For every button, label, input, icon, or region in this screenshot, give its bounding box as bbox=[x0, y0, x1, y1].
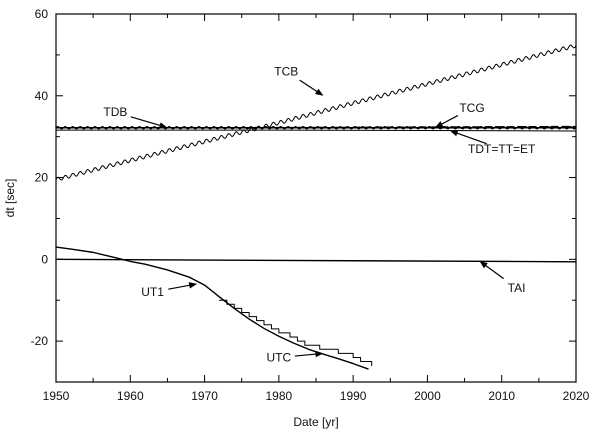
series-utc-line bbox=[55, 129, 577, 132]
ticks-layer: 1950 1960 1970 1980 1990 2000 2010 2020 -20 0 20 40… bbox=[31, 7, 590, 403]
x-axis-label: Date [yr] bbox=[293, 415, 338, 429]
y-tick-label: 40 bbox=[35, 89, 49, 103]
annotation-tdt-tt-et-label: TDT=TT=ET bbox=[468, 142, 536, 156]
annotation-tdt-tt-et-arrow bbox=[455, 131, 487, 145]
annotation-tcg-arrowhead bbox=[434, 121, 444, 128]
x-tick-label: 2000 bbox=[414, 389, 441, 403]
series-tai-line bbox=[55, 258, 577, 263]
annotation-ut1-arrowhead bbox=[188, 282, 198, 289]
x-tick-label: 1980 bbox=[266, 389, 293, 403]
plot-frame bbox=[55, 13, 577, 383]
annotation-tdb-arrowhead bbox=[158, 122, 168, 129]
annotation-utc-arrow bbox=[294, 353, 318, 357]
annotation-tcg-label: TCG bbox=[459, 101, 484, 115]
annotation-ut1-label: UT1 bbox=[141, 285, 164, 299]
annotation-tai-arrow bbox=[483, 264, 504, 280]
y-tick-label: 0 bbox=[41, 252, 48, 266]
annotation-utc-label: UTC bbox=[267, 351, 292, 365]
annotation-tcb-label: TCB bbox=[274, 64, 298, 78]
annotation-tcb-arrow bbox=[299, 79, 319, 93]
y-tick-label: 60 bbox=[35, 7, 49, 21]
annotation-tcb-arrowhead bbox=[314, 88, 324, 96]
series-utc-steps-line bbox=[218, 299, 373, 367]
annotation-ut1-arrow bbox=[168, 284, 192, 290]
x-tick-label: 1990 bbox=[340, 389, 367, 403]
annotation-tai-label: TAI bbox=[508, 281, 526, 295]
y-axis-label: dt [sec] bbox=[3, 179, 17, 218]
x-tick-label: 1950 bbox=[43, 389, 70, 403]
annotation-tdb-label: TDB bbox=[103, 105, 127, 119]
annotation-tai-arrowhead bbox=[479, 260, 488, 269]
x-tick-label: 2010 bbox=[488, 389, 515, 403]
y-tick-label: 20 bbox=[35, 171, 49, 185]
series-ut1-line bbox=[55, 246, 369, 370]
annotation-tdt-tt-et-arrowhead bbox=[449, 130, 459, 137]
series-tcb-line bbox=[55, 44, 577, 181]
annotation-layer: TCB TCG TDB TDT=TT=ET TAI UT1 UTC bbox=[103, 64, 536, 364]
y-tick-label: -20 bbox=[31, 334, 49, 348]
annotation-tcg-arrow bbox=[439, 115, 459, 126]
x-tick-label: 2020 bbox=[563, 389, 590, 403]
annotation-utc-arrowhead bbox=[315, 350, 324, 358]
x-tick-label: 1960 bbox=[117, 389, 144, 403]
x-tick-label: 1970 bbox=[191, 389, 218, 403]
annotation-tdb-arrow bbox=[130, 116, 162, 127]
